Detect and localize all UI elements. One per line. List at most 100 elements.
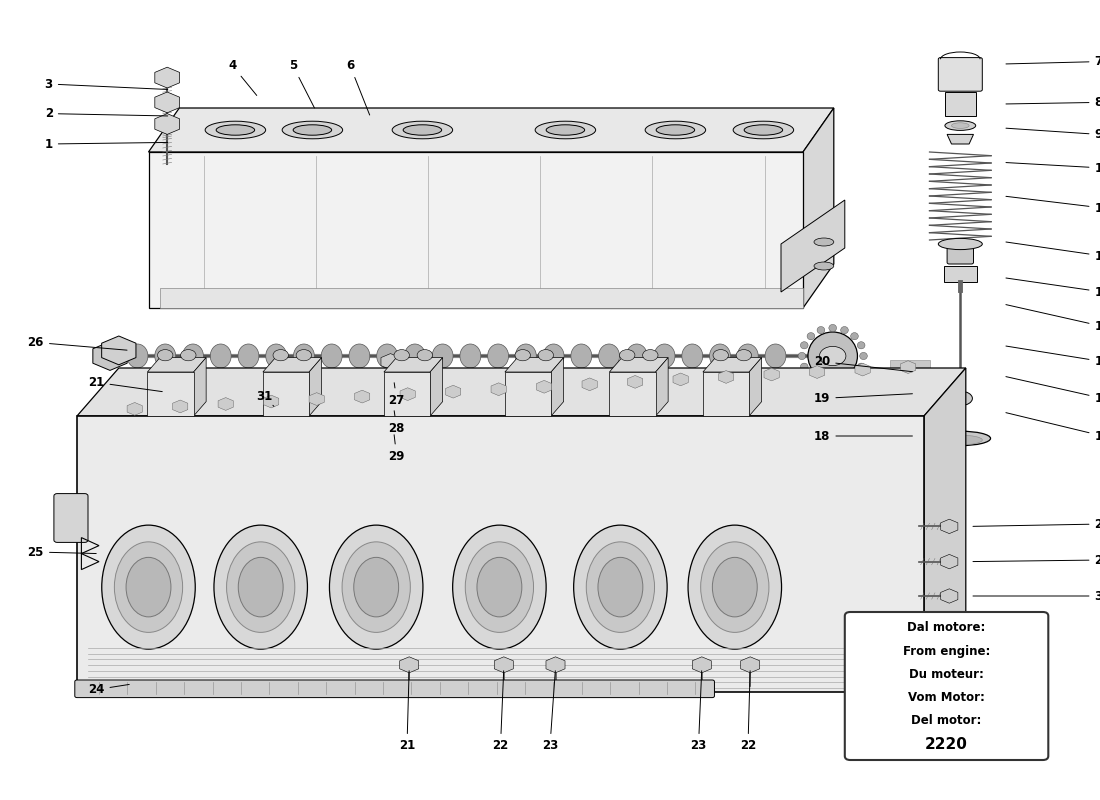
Ellipse shape (477, 558, 521, 617)
Ellipse shape (737, 344, 758, 368)
Ellipse shape (850, 372, 858, 379)
Polygon shape (147, 358, 206, 372)
Ellipse shape (948, 391, 972, 406)
Text: 17: 17 (1005, 413, 1100, 442)
Text: 8: 8 (1006, 96, 1100, 109)
Ellipse shape (114, 542, 183, 632)
Polygon shape (803, 108, 834, 308)
Circle shape (642, 350, 658, 361)
Ellipse shape (239, 558, 283, 617)
Polygon shape (749, 358, 761, 416)
Ellipse shape (857, 363, 865, 370)
Circle shape (180, 350, 196, 361)
Ellipse shape (101, 525, 196, 649)
Text: 9: 9 (1006, 128, 1100, 141)
Ellipse shape (945, 121, 976, 130)
Circle shape (619, 350, 635, 361)
FancyBboxPatch shape (160, 288, 803, 308)
Ellipse shape (465, 542, 534, 632)
FancyBboxPatch shape (945, 92, 976, 116)
Ellipse shape (516, 374, 537, 398)
Ellipse shape (682, 374, 703, 398)
Text: Del motor:: Del motor: (912, 714, 981, 727)
Ellipse shape (535, 122, 596, 138)
Text: 29: 29 (388, 434, 405, 462)
Text: 2220: 2220 (925, 737, 968, 752)
Ellipse shape (393, 122, 453, 138)
Ellipse shape (710, 344, 730, 368)
Text: 7: 7 (1006, 55, 1100, 68)
Ellipse shape (682, 344, 703, 368)
FancyBboxPatch shape (265, 398, 283, 420)
Circle shape (713, 350, 728, 361)
Polygon shape (551, 358, 563, 416)
Text: 23: 23 (691, 670, 706, 752)
Ellipse shape (898, 387, 922, 400)
Ellipse shape (453, 525, 547, 649)
Ellipse shape (734, 122, 794, 138)
Circle shape (515, 350, 530, 361)
Polygon shape (656, 358, 668, 416)
FancyBboxPatch shape (890, 360, 930, 368)
Ellipse shape (155, 344, 176, 368)
FancyBboxPatch shape (947, 245, 974, 264)
Polygon shape (505, 358, 563, 372)
Ellipse shape (745, 125, 783, 135)
Polygon shape (703, 372, 749, 416)
Text: 21: 21 (399, 670, 415, 752)
Ellipse shape (321, 374, 342, 398)
Ellipse shape (183, 374, 204, 398)
Ellipse shape (432, 374, 453, 398)
Circle shape (296, 350, 311, 361)
Circle shape (736, 350, 751, 361)
Text: 14: 14 (1005, 305, 1100, 333)
Ellipse shape (432, 344, 453, 368)
Text: 13: 13 (1006, 278, 1100, 298)
Ellipse shape (710, 374, 730, 398)
Text: 3: 3 (45, 78, 167, 90)
Text: Dal motore:: Dal motore: (908, 621, 986, 634)
Polygon shape (384, 358, 442, 372)
Ellipse shape (282, 122, 343, 138)
Ellipse shape (183, 344, 204, 368)
Ellipse shape (814, 238, 834, 246)
Text: eurospares: eurospares (219, 192, 397, 256)
Ellipse shape (213, 525, 307, 649)
Ellipse shape (460, 374, 481, 398)
Ellipse shape (404, 125, 442, 135)
Text: 5: 5 (288, 59, 315, 108)
Ellipse shape (266, 374, 287, 398)
Ellipse shape (930, 431, 990, 446)
Polygon shape (781, 200, 845, 292)
Text: 16: 16 (1005, 377, 1100, 405)
Circle shape (265, 390, 283, 402)
Circle shape (157, 350, 173, 361)
Polygon shape (609, 372, 656, 416)
Circle shape (417, 350, 432, 361)
Circle shape (820, 346, 846, 366)
Text: 15: 15 (1005, 346, 1100, 368)
Ellipse shape (293, 125, 332, 135)
Polygon shape (384, 372, 430, 416)
Ellipse shape (354, 558, 398, 617)
FancyBboxPatch shape (894, 362, 925, 384)
Text: 20: 20 (814, 355, 912, 372)
Text: 23: 23 (974, 554, 1100, 566)
Ellipse shape (598, 344, 619, 368)
Text: eurospares: eurospares (241, 472, 419, 536)
Text: 1: 1 (45, 138, 167, 150)
Ellipse shape (766, 344, 785, 368)
Polygon shape (609, 358, 668, 372)
Ellipse shape (807, 332, 858, 380)
Ellipse shape (349, 344, 370, 368)
Polygon shape (147, 372, 194, 416)
FancyBboxPatch shape (944, 266, 977, 282)
Ellipse shape (889, 435, 931, 444)
Ellipse shape (737, 374, 758, 398)
Ellipse shape (656, 125, 695, 135)
Ellipse shape (487, 374, 508, 398)
Ellipse shape (543, 344, 564, 368)
Ellipse shape (807, 372, 815, 379)
Polygon shape (263, 358, 321, 372)
Text: 24: 24 (88, 683, 130, 696)
